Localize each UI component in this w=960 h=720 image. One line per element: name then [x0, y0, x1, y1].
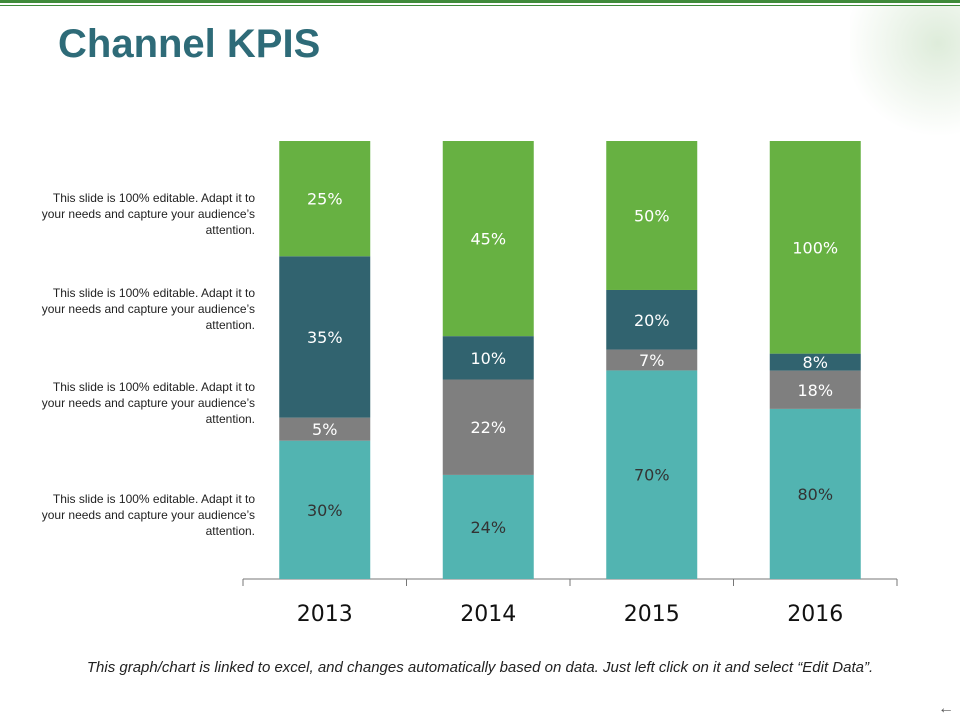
- x-tick-label: 2016: [787, 602, 843, 627]
- top-rule: [0, 0, 960, 3]
- bar-segment: [769, 353, 861, 371]
- side-note-2: This slide is 100% editable. Adapt it to…: [41, 286, 255, 332]
- data-label: 7%: [639, 351, 664, 370]
- data-label: 22%: [470, 418, 506, 437]
- bar-segment: [442, 336, 534, 380]
- footer-note: This graph/chart is linked to excel, and…: [86, 659, 874, 676]
- data-label: 24%: [470, 518, 506, 537]
- bar-segment: [442, 141, 534, 337]
- top-rule-thin: [0, 5, 960, 6]
- corner-decoration: [850, 6, 960, 156]
- data-label: 8%: [803, 353, 828, 372]
- bar-segment: [279, 141, 371, 257]
- data-label: 100%: [792, 238, 838, 257]
- data-label: 5%: [312, 420, 337, 439]
- data-label: 18%: [797, 381, 833, 400]
- bar-segment: [769, 408, 861, 579]
- bar-segment: [769, 370, 861, 409]
- x-tick-label: 2015: [624, 602, 680, 627]
- data-label: 80%: [797, 485, 833, 504]
- data-label: 35%: [307, 328, 343, 347]
- bar-segment: [606, 349, 698, 371]
- data-label: 45%: [470, 230, 506, 249]
- data-label: 50%: [634, 206, 670, 225]
- bar-segment: [606, 141, 698, 290]
- bar-segment: [769, 141, 861, 354]
- bar-segment: [606, 289, 698, 350]
- data-label: 10%: [470, 349, 506, 368]
- data-label: 30%: [307, 501, 343, 520]
- side-note-4: This slide is 100% editable. Adapt it to…: [41, 492, 255, 538]
- data-label: 20%: [634, 311, 670, 330]
- bar-segment: [606, 370, 698, 579]
- bar-segment: [279, 440, 371, 579]
- bar-segment: [442, 379, 534, 475]
- page-title: Channel KPIS: [58, 22, 321, 66]
- back-arrow-icon[interactable]: ←: [938, 700, 954, 717]
- side-note-1: This slide is 100% editable. Adapt it to…: [41, 191, 255, 237]
- bar-segment: [442, 474, 534, 579]
- data-label: 25%: [307, 190, 343, 209]
- side-note-3: This slide is 100% editable. Adapt it to…: [41, 380, 255, 426]
- bar-segment: [279, 417, 371, 441]
- x-tick-label: 2013: [297, 602, 353, 627]
- bar-segment: [279, 256, 371, 418]
- x-tick-label: 2014: [460, 602, 516, 627]
- data-label: 70%: [634, 466, 670, 485]
